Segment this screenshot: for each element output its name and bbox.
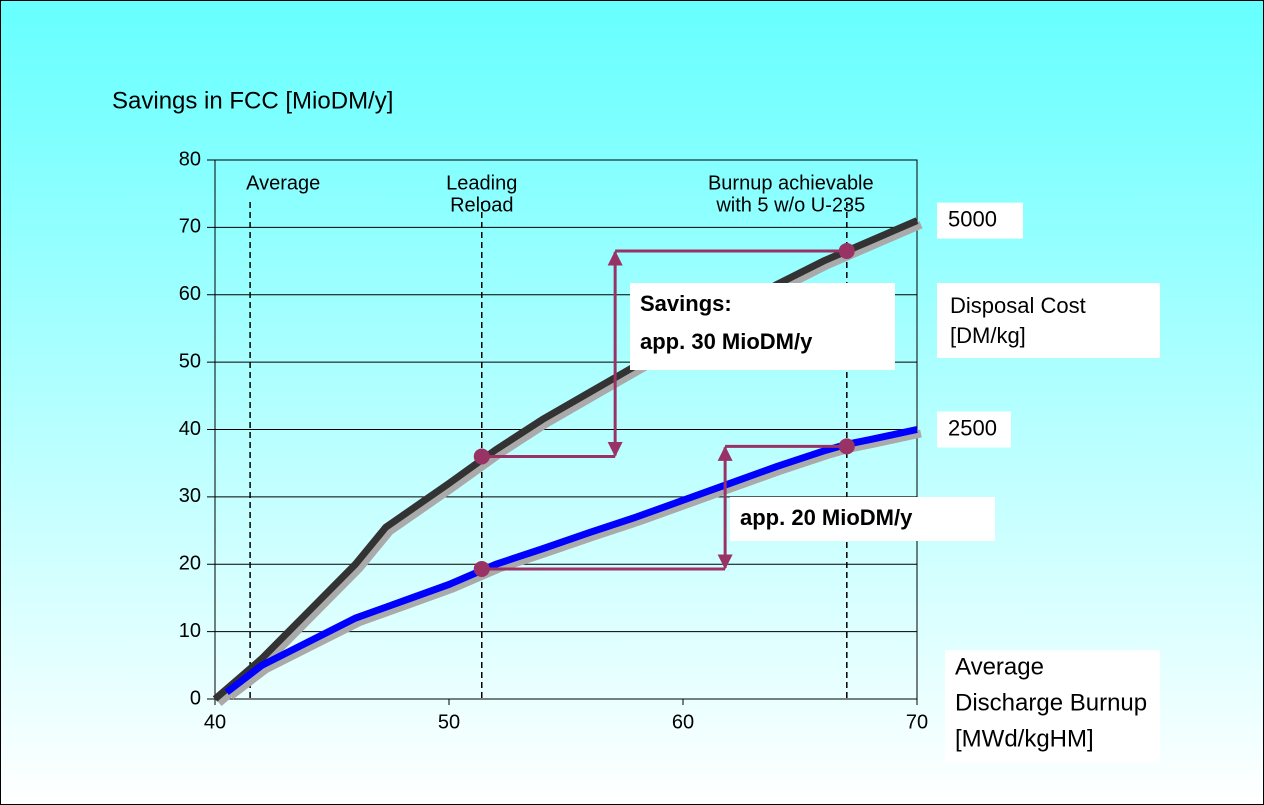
x-tick-label: 40 xyxy=(204,711,226,733)
series-label: 2500 xyxy=(948,415,997,440)
legend-title: [DM/kg] xyxy=(950,323,1026,348)
annotation-label: Savings: xyxy=(640,291,732,316)
annotation-point xyxy=(473,560,490,577)
reference-label: with 5 w/o U-235 xyxy=(715,194,865,216)
annotation-point xyxy=(838,438,855,455)
reference-label: Burnup achievable xyxy=(708,172,874,194)
y-tick-label: 70 xyxy=(179,216,201,238)
legend-title-box xyxy=(937,283,1160,358)
y-tick-label: 60 xyxy=(179,283,201,305)
x-axis-label: Discharge Burnup xyxy=(955,689,1147,716)
series-label-box xyxy=(937,202,1023,239)
x-tick-label: 70 xyxy=(906,711,928,733)
series-label-box xyxy=(937,411,1011,448)
x-tick-label: 60 xyxy=(672,711,694,733)
line-shadow xyxy=(216,220,923,707)
x-axis-label: [MWd/kgHM] xyxy=(955,725,1094,752)
annotation-box xyxy=(730,497,995,541)
annotation-point xyxy=(473,448,490,465)
x-axis-label: Average xyxy=(955,653,1044,680)
reference-label: Reload xyxy=(450,194,513,216)
y-tick-label: 0 xyxy=(190,687,201,709)
reference-label: Average xyxy=(246,172,320,194)
x-tick-label: 50 xyxy=(438,711,460,733)
y-tick-label: 30 xyxy=(179,485,201,507)
y-tick-label: 10 xyxy=(179,620,201,642)
legend-title: Disposal Cost xyxy=(950,293,1086,318)
series-line xyxy=(212,217,919,702)
annotation-box xyxy=(630,283,895,370)
y-tick-label: 50 xyxy=(179,350,201,372)
y-tick-label: 40 xyxy=(179,418,201,440)
x-label-box xyxy=(945,650,1160,762)
chart-title: Savings in FCC [MioDM/y] xyxy=(112,87,393,114)
series-label: 5000 xyxy=(948,206,997,231)
annotation-label: app. 30 MioDM/y xyxy=(640,329,813,354)
annotation-label: app. 20 MioDM/y xyxy=(740,505,913,530)
y-tick-label: 20 xyxy=(179,553,201,575)
annotation-point xyxy=(838,242,855,259)
series-line xyxy=(224,426,918,696)
line-shadow xyxy=(228,429,922,700)
reference-label: Leading xyxy=(446,172,517,194)
y-tick-label: 80 xyxy=(179,148,201,170)
